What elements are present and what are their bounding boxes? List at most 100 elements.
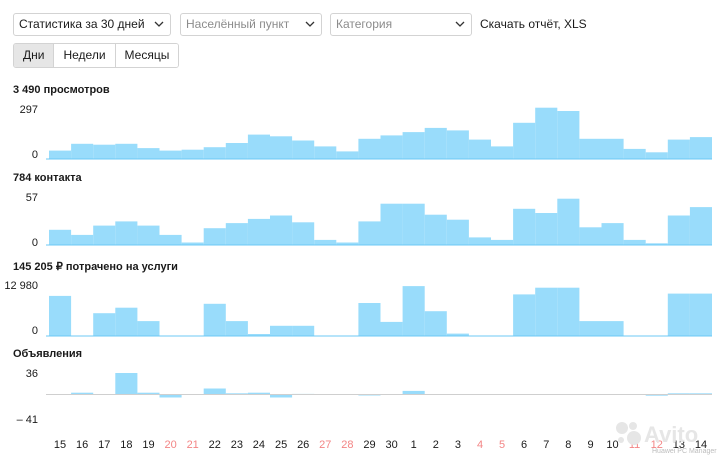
bar-1-29: [689, 207, 712, 245]
ytick-max-2: 12 980: [4, 280, 38, 292]
bar-0-19: [468, 139, 491, 159]
period-select[interactable]: Статистика за 30 дней: [13, 13, 171, 36]
bar-1-19: [468, 237, 491, 245]
bar-0-2: [93, 144, 116, 159]
x-label-3: 18: [120, 439, 132, 451]
bar-0-9: [247, 134, 270, 159]
bar-1-22: [535, 213, 558, 245]
bar-2-18: [446, 333, 469, 336]
bar-0-1: [71, 143, 94, 159]
x-label-17: 2: [433, 439, 439, 451]
bar-0-29: [689, 137, 712, 159]
ytick-max-0: 297: [20, 104, 38, 116]
bar-0-25: [601, 138, 624, 159]
chevron-down-icon: [154, 21, 164, 27]
x-label-5: 20: [164, 439, 176, 451]
chevron-down-icon: [455, 21, 465, 27]
bar-2-21: [513, 294, 536, 336]
category-select[interactable]: Категория: [330, 13, 472, 36]
x-label-16: 1: [411, 439, 417, 451]
bar-0-28: [667, 139, 690, 159]
bar-2-10: [270, 325, 293, 336]
x-label-4: 19: [142, 439, 154, 451]
bar-2-23: [557, 287, 580, 336]
x-label-26: 11: [629, 439, 640, 451]
bar-2-11: [292, 325, 315, 336]
bar-1-7: [203, 228, 226, 245]
bar-0-3: [115, 143, 138, 159]
bar-1-15: [380, 203, 403, 245]
tab-weeks[interactable]: Недели: [54, 44, 116, 67]
x-label-25: 10: [606, 439, 618, 451]
bar-2-29: [689, 293, 712, 336]
bar-0-26: [623, 148, 646, 159]
bar-1-0: [49, 229, 72, 245]
bar-2-22: [535, 287, 558, 336]
city-select[interactable]: Населённый пункт: [180, 13, 322, 36]
bar-3-27: [645, 394, 668, 396]
bar-3-1: [71, 392, 94, 395]
bar-0-20: [491, 146, 514, 159]
avito-watermark: Avito: [616, 422, 698, 447]
bar-1-3: [115, 221, 138, 245]
bar-0-10: [270, 136, 293, 159]
spend-title: 145 205 ₽ потрачено на услуги: [13, 261, 178, 273]
bar-3-8: [225, 393, 248, 395]
bar-0-11: [292, 140, 315, 159]
bar-1-21: [513, 208, 536, 245]
bar-0-16: [402, 132, 425, 159]
x-label-23: 8: [565, 439, 571, 451]
tab-months[interactable]: Месяцы: [115, 44, 179, 67]
ytick-max-3: 36: [26, 368, 38, 380]
bar-0-14: [358, 138, 381, 159]
x-label-18: 3: [455, 439, 461, 451]
x-label-21: 6: [521, 439, 527, 451]
bar-0-17: [424, 127, 447, 159]
bar-0-5: [159, 150, 182, 159]
bar-2-17: [424, 311, 447, 336]
bar-0-23: [557, 111, 580, 159]
x-label-1: 16: [76, 439, 88, 451]
x-label-27: 12: [651, 439, 663, 451]
bar-2-15: [380, 321, 403, 336]
bar-1-12: [314, 239, 337, 245]
bar-2-0: [49, 295, 72, 336]
bar-3-28: [667, 393, 690, 395]
download-report-link[interactable]: Скачать отчёт, XLS: [480, 17, 587, 31]
bar-1-16: [402, 203, 425, 245]
x-label-10: 25: [275, 439, 287, 451]
bar-1-10: [270, 215, 293, 245]
bar-1-14: [358, 221, 381, 245]
x-label-12: 27: [319, 439, 331, 451]
ytick-max-1: 57: [26, 192, 38, 204]
bar-0-8: [225, 143, 248, 159]
bar-1-27: [645, 243, 668, 245]
listings-title: Объявления: [13, 348, 83, 360]
ytick-min-2: 0: [32, 325, 38, 337]
bar-0-13: [336, 151, 359, 159]
bar-0-21: [513, 122, 536, 159]
contacts-title: 784 контакта: [13, 172, 82, 184]
ytick-min-3: – 41: [17, 414, 38, 426]
bar-1-9: [247, 218, 270, 245]
x-label-8: 23: [231, 439, 243, 451]
bar-1-17: [424, 214, 447, 245]
bar-3-7: [203, 388, 226, 395]
bar-0-22: [535, 107, 558, 159]
bar-0-24: [579, 138, 602, 159]
x-label-15: 30: [385, 439, 397, 451]
bar-0-7: [203, 147, 226, 159]
bar-3-16: [402, 390, 425, 395]
bar-0-18: [446, 130, 469, 159]
x-label-6: 21: [187, 439, 199, 451]
bar-1-28: [667, 215, 690, 245]
bar-1-25: [601, 223, 624, 245]
bar-3-4: [137, 392, 160, 395]
bar-1-13: [336, 242, 359, 245]
tab-days[interactable]: Дни: [14, 44, 55, 67]
x-label-29: 14: [695, 439, 707, 451]
period-tabs: Дни Недели Месяцы: [13, 43, 180, 68]
avito-logo-icon: [616, 422, 641, 445]
bar-2-25: [601, 321, 624, 336]
category-select-placeholder: Категория: [336, 17, 393, 31]
